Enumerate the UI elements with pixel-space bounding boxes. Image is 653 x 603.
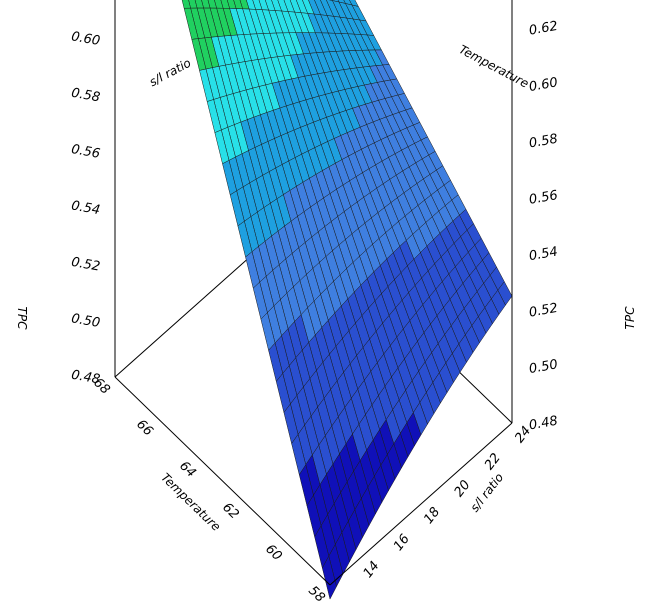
z-axis-label-left: TPC [15, 307, 29, 331]
tick-label-tpc-right: 0.50 [528, 357, 559, 377]
tick-label-tpc-right: 0.58 [528, 132, 559, 152]
response-surface [181, 0, 513, 600]
tick-label-temperature: 60 [262, 542, 284, 564]
x-axis-label-bottom: Temperature [158, 470, 223, 533]
z-axis-label-right: TPC [623, 306, 637, 330]
tick-label-tpc-left: 0.58 [70, 86, 101, 106]
surface-cell [181, 0, 191, 9]
tick-label-temperature: 66 [133, 417, 155, 439]
box-front-edge [114, 376, 331, 586]
tick-label-tpc-left: 0.56 [70, 142, 101, 162]
tick-label-tpc-left: 0.50 [70, 311, 101, 331]
tick-label-temperature: 62 [219, 500, 241, 522]
tick-label-tpc-right: 0.62 [528, 19, 559, 39]
tick-label-tpc-left: 0.54 [70, 198, 101, 218]
tick-label-tpc-left: 0.52 [70, 255, 101, 275]
y-axis-label-bottom: s/l ratio [467, 470, 506, 514]
tick-label-sl-ratio: 14 [361, 559, 383, 581]
tick-label-tpc-right: 0.52 [528, 301, 559, 321]
tick-label-tpc-left: 0.60 [70, 29, 101, 49]
tick-label-tpc-right: 0.56 [528, 188, 559, 208]
box-front-edges [114, 0, 513, 586]
tick-label-tpc-right: 0.48 [528, 414, 559, 434]
tick-label-sl-ratio: 20 [452, 478, 474, 500]
tick-label-tpc-left: 0.48 [70, 368, 101, 388]
tick-label-sl-ratio: 18 [421, 505, 443, 527]
tick-label-temperature: 58 [305, 583, 327, 603]
tick-label-tpc-right: 0.54 [528, 244, 559, 264]
tick-label-temperature: 64 [176, 459, 198, 481]
x-axis-label-top: Temperature [457, 42, 531, 90]
tick-label-sl-ratio: 22 [482, 451, 504, 473]
y-axis-label-top: s/l ratio [147, 56, 193, 90]
tick-label-tpc-right: 0.60 [528, 75, 559, 95]
box-front-edge [329, 422, 513, 586]
tick-label-sl-ratio: 16 [391, 532, 413, 554]
surface-cell [322, 555, 337, 600]
